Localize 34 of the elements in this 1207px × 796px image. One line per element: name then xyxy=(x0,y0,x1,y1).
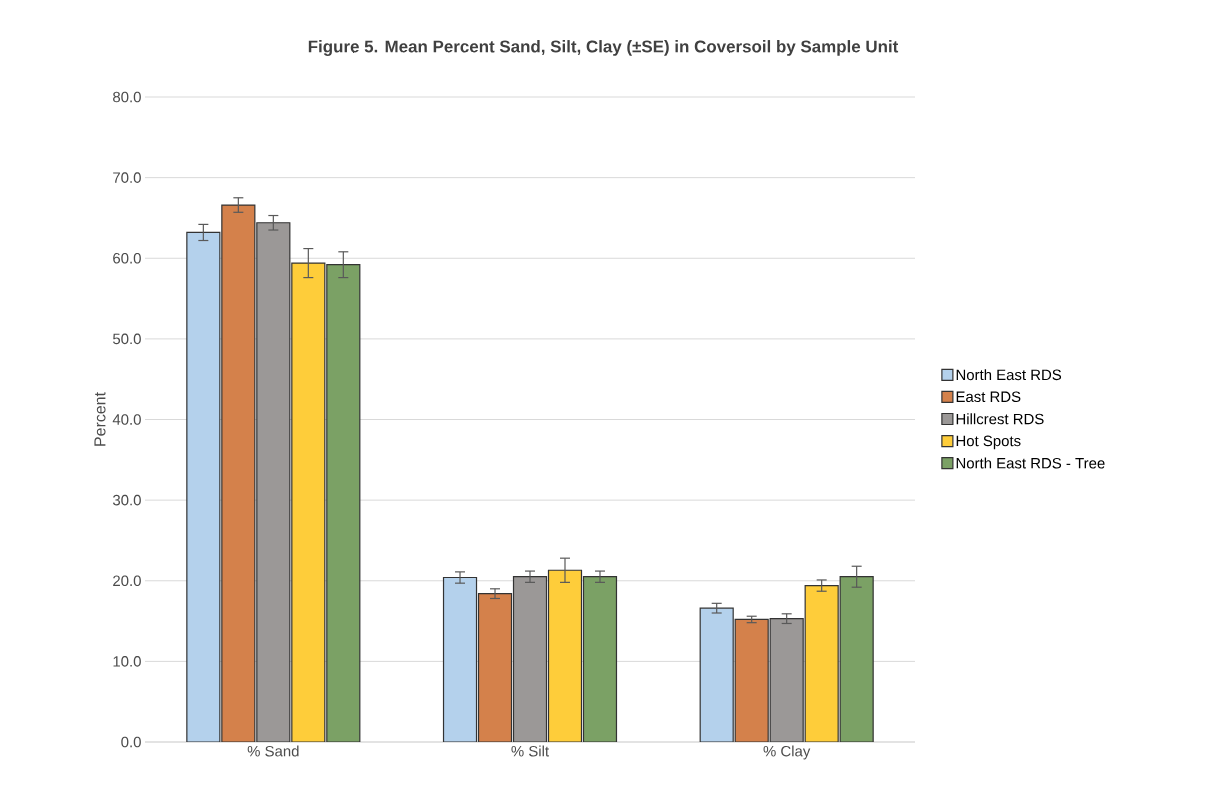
legend-label: Hot Spots xyxy=(956,435,1021,450)
y-tick-label: 40.0 xyxy=(112,414,141,425)
y-tick-label: 70.0 xyxy=(113,172,141,183)
y-tick-label: 80.0 xyxy=(113,91,141,103)
bar xyxy=(221,204,256,742)
bar xyxy=(326,264,361,742)
y-tick-label: 0.0 xyxy=(121,736,141,748)
y-tick-label: 50.0 xyxy=(112,333,141,345)
bar xyxy=(512,576,548,742)
y-axis-title: Percent xyxy=(94,392,106,446)
legend-label: East RDS xyxy=(956,391,1021,403)
bar xyxy=(804,584,839,742)
y-tick-label: 10.0 xyxy=(113,656,141,667)
bar xyxy=(291,262,326,742)
legend-label: North East RDS - Tree xyxy=(956,457,1105,469)
bar xyxy=(734,618,769,742)
x-tick-label: % Silt xyxy=(511,745,549,757)
bar xyxy=(442,576,478,742)
y-tick-label: 20.0 xyxy=(113,575,141,587)
bar xyxy=(256,222,291,742)
bar xyxy=(547,569,583,742)
x-tick-label: % Clay xyxy=(763,745,811,760)
bar xyxy=(699,607,734,742)
bar xyxy=(839,576,874,742)
bar xyxy=(769,618,804,742)
legend-label: Hillcrest RDS xyxy=(956,413,1044,425)
bar xyxy=(477,593,513,742)
x-tick-label: % Sand xyxy=(247,745,299,757)
chart-title: Figure 5. Mean Percent Sand, Silt, Clay (±SE) in Coversoil by Sample Unit xyxy=(308,40,899,56)
bar xyxy=(582,576,618,742)
y-tick-label: 60.0 xyxy=(113,252,141,264)
legend-label: North East RDS xyxy=(956,369,1062,381)
bar xyxy=(186,231,221,742)
y-tick-label: 30.0 xyxy=(112,494,141,506)
